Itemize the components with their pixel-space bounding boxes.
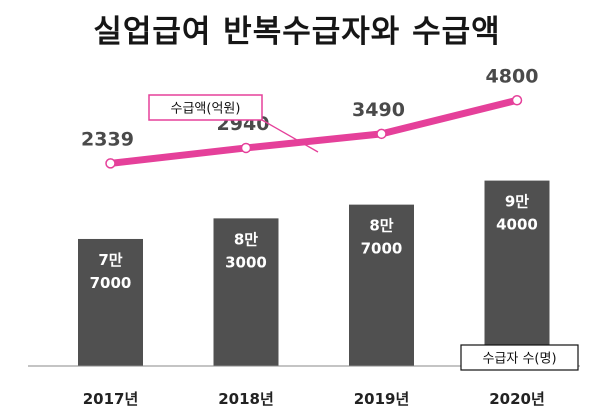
line-data-label: 3490 bbox=[352, 99, 405, 121]
line-legend-connector bbox=[261, 119, 319, 153]
line-legend-box bbox=[148, 94, 263, 121]
x-tick-label: 2019년 bbox=[354, 390, 410, 408]
bar-label-bottom: 4000 bbox=[496, 216, 538, 234]
bar-2019년 bbox=[349, 204, 414, 366]
line-data-label: 2339 bbox=[81, 128, 134, 150]
bar-label-bottom: 3000 bbox=[225, 253, 267, 271]
x-axis-ticks: 2017년 2018년 2019년 2020년 bbox=[83, 390, 545, 408]
bar-series: 7만 7000 8만 3000 8만 7000 9만 4000 bbox=[78, 180, 550, 366]
bar-label-bottom: 7000 bbox=[361, 240, 403, 258]
bar-label-top: 7만 bbox=[98, 251, 122, 269]
x-tick-label: 2017년 bbox=[83, 390, 139, 408]
line-legend: 수급액(억원) bbox=[148, 94, 319, 153]
bar-legend-label: 수급자 수(명) bbox=[482, 352, 556, 367]
bar-legend: 수급자 수(명) bbox=[460, 344, 579, 371]
bar-label-top: 8만 bbox=[369, 217, 393, 235]
x-tick-label: 2018년 bbox=[218, 390, 274, 408]
x-tick-label: 2020년 bbox=[489, 390, 545, 408]
line-point bbox=[105, 158, 116, 169]
line-point bbox=[240, 142, 252, 154]
bar-2018년 bbox=[213, 218, 279, 366]
line-path bbox=[107, 96, 521, 167]
line-data-label: 4800 bbox=[486, 65, 539, 87]
bar-2017년 bbox=[78, 238, 143, 366]
line-point bbox=[376, 128, 387, 140]
chart-title: 실업급여 반복수급자와 수급액 bbox=[93, 14, 501, 50]
bar-label-bottom: 7000 bbox=[90, 274, 132, 292]
bar-2020년 bbox=[484, 180, 550, 366]
line-legend-label: 수급액(억원) bbox=[171, 102, 241, 117]
bar-legend-box bbox=[460, 344, 579, 371]
line-point bbox=[511, 95, 523, 106]
bar-label-top: 9만 bbox=[505, 193, 529, 211]
bar-label-top: 8만 bbox=[234, 230, 258, 248]
